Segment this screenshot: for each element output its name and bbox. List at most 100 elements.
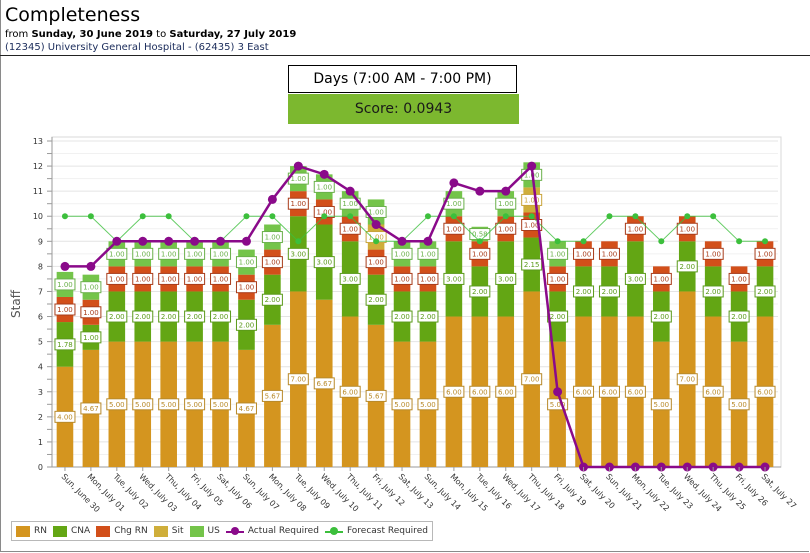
data-label: 6.00 [469,385,491,398]
point-forecast-required [243,213,250,220]
svg-text:1.00: 1.00 [187,250,203,258]
legend-item[interactable]: RN [16,525,47,537]
svg-text:2.00: 2.00 [757,288,773,296]
point-actual-required [241,236,251,246]
svg-text:2.00: 2.00 [654,313,670,321]
svg-text:1.00: 1.00 [368,259,384,267]
data-label: 5.00 [650,398,672,411]
data-label: 2.00 [573,285,595,298]
data-label: 1.00 [80,331,102,344]
svg-text:1.00: 1.00 [239,284,255,292]
data-label: 1.78 [54,338,76,351]
data-label: 6.67 [313,377,335,390]
svg-text:1.00: 1.00 [342,200,358,208]
svg-text:1.00: 1.00 [213,275,229,283]
svg-text:1.00: 1.00 [109,275,125,283]
data-label: 2.00 [391,310,413,323]
legend-item[interactable]: US [189,525,220,537]
svg-text:1.00: 1.00 [83,284,99,292]
y-tick-label: 11 [33,187,43,196]
svg-text:5.00: 5.00 [161,401,177,409]
svg-text:2.00: 2.00 [420,313,436,321]
data-label: 2.00 [469,285,491,298]
legend-label: Sit [171,526,184,536]
svg-text:6.00: 6.00 [705,388,721,396]
data-label: 6.00 [702,385,724,398]
point-forecast-required [606,213,613,220]
data-label: 6.00 [573,385,595,398]
y-axis-title: Staff [9,289,23,318]
y-tick-label: 3 [38,388,43,397]
page-title: Completeness [5,4,141,26]
data-label: 3.00 [443,272,465,285]
svg-text:2.00: 2.00 [265,296,281,304]
data-label: 5.00 [210,398,232,411]
data-label: 2.00 [676,260,698,273]
point-actual-required [371,220,381,230]
point-forecast-required [450,213,457,220]
svg-text:3.00: 3.00 [498,275,514,283]
point-actual-required [345,186,355,196]
legend-swatch [53,525,67,537]
point-forecast-required [762,238,769,245]
y-tick-label: 4 [38,363,43,372]
data-label: 1.00 [184,247,206,260]
data-label: 5.00 [728,398,750,411]
data-label: 2.00 [210,310,232,323]
to-label: to [156,29,167,40]
y-tick-label: 12 [33,162,43,171]
data-label: 2.15 [521,258,543,271]
data-label: 1.00 [54,303,76,316]
line-forecast-required [64,215,766,243]
point-forecast-required [321,213,328,220]
svg-text:3.00: 3.00 [342,275,358,283]
legend-item[interactable]: Chg RN [96,525,148,537]
data-label: 1.00 [547,272,569,285]
data-label: 1.00 [106,272,128,285]
data-label: 1.00 [469,247,491,260]
svg-text:2.00: 2.00 [550,313,566,321]
data-label: 5.00 [158,398,180,411]
svg-text:1.00: 1.00 [135,250,151,258]
y-tick-label: 9 [38,237,43,246]
line-actual-required [64,163,766,469]
point-forecast-required [632,213,639,220]
svg-text:1.00: 1.00 [654,275,670,283]
svg-text:1.00: 1.00 [576,250,592,258]
data-label: 1.00 [106,247,128,260]
data-label: 2.00 [106,310,128,323]
svg-text:5.00: 5.00 [135,401,151,409]
svg-text:5.00: 5.00 [731,401,747,409]
data-label: 2.00 [728,310,750,323]
data-label: 1.00 [80,306,102,319]
svg-text:6.00: 6.00 [342,388,358,396]
point-forecast-required [528,213,535,220]
svg-text:6.00: 6.00 [576,388,592,396]
data-label: 1.00 [261,256,283,269]
data-label: 5.00 [184,398,206,411]
svg-text:1.00: 1.00 [602,250,618,258]
data-label: 5.67 [261,389,283,402]
legend-item[interactable]: Actual Required [225,526,319,537]
svg-text:2.00: 2.00 [679,263,695,271]
data-label: 1.00 [443,222,465,235]
svg-text:1.00: 1.00 [524,222,540,230]
svg-text:1.00: 1.00 [420,250,436,258]
data-label: 1.00 [417,247,439,260]
legend-item[interactable]: Sit [153,525,184,537]
data-label: 2.00 [184,310,206,323]
data-label: 4.00 [54,410,76,423]
legend-item[interactable]: Forecast Required [324,526,428,537]
data-label: 7.00 [287,373,309,386]
svg-text:5.67: 5.67 [265,392,281,400]
svg-text:2.00: 2.00 [602,288,618,296]
svg-text:5.00: 5.00 [109,401,125,409]
svg-text:2.00: 2.00 [239,321,255,329]
svg-text:6.00: 6.00 [628,388,644,396]
point-forecast-required [424,213,431,220]
svg-text:2.00: 2.00 [368,296,384,304]
legend-item[interactable]: CNA [53,525,90,537]
svg-text:1.00: 1.00 [316,208,332,216]
data-label: 5.00 [417,398,439,411]
